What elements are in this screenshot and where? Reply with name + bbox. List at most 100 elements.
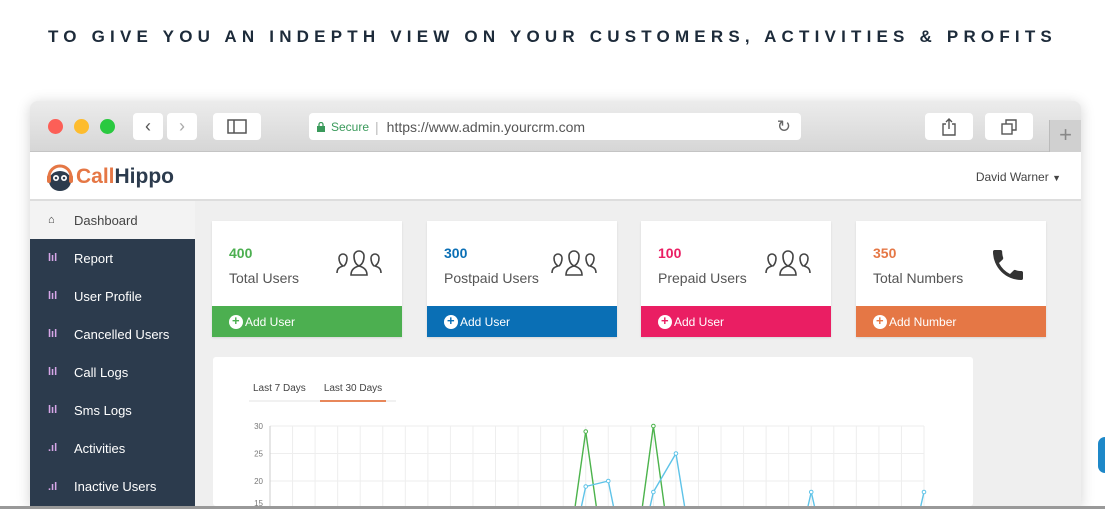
- sidebar-item-label: Activities: [74, 440, 126, 456]
- close-window-button[interactable]: [48, 119, 63, 134]
- sidebar-item-label: Dashboard: [74, 212, 138, 228]
- y-tick-label: 15: [254, 499, 263, 506]
- data-point: [673, 451, 679, 456]
- tab-last-7-days[interactable]: Last 7 Days: [253, 383, 306, 394]
- new-tab-button[interactable]: +: [1049, 120, 1081, 152]
- add-number-button[interactable]: Add Number: [856, 306, 1046, 337]
- phone-icon: [988, 245, 1028, 290]
- signal-icon: .ıl: [48, 442, 58, 454]
- stat-value: 100: [658, 245, 682, 261]
- url-text: https://www.admin.yourcrm.com: [386, 118, 586, 135]
- browser-window: ‹ › Secure | https://www.admin.yourcrm.c…: [30, 101, 1081, 506]
- tagline: TO GIVE YOU AN INDEPTH VIEW ON YOUR CUST…: [48, 27, 1057, 46]
- callhippo-logo[interactable]: Call Hippo: [44, 161, 174, 193]
- app-header: Call Hippo David Warner ▼: [30, 152, 1081, 201]
- signal-icon: .ıl: [48, 480, 58, 493]
- sidebar-item-inactive-users[interactable]: .ıl Inactive Users: [30, 467, 195, 506]
- chart-panel: Last 7 Days Last 30 Days 30 25 20 15: [213, 357, 973, 506]
- stat-label: Total Users: [229, 270, 300, 286]
- plus-circle-icon: [229, 313, 243, 329]
- series-line-segment: [585, 480, 609, 488]
- share-button[interactable]: [925, 113, 973, 140]
- y-tick-label: 25: [254, 450, 263, 459]
- y-tick-label: 20: [254, 477, 263, 486]
- sidebar: ⌂ Dashboard lıl Report lıl User Profile lıl…: [30, 201, 195, 506]
- sidebar-item-call-logs[interactable]: lıl Call Logs: [30, 353, 195, 391]
- stat-card: 400 Total Users Add User: [212, 221, 402, 337]
- stat-label: Prepaid Users: [658, 270, 747, 286]
- sidebar-item-label: Cancelled Users: [74, 326, 170, 342]
- bar-chart-icon: lıl: [48, 404, 58, 416]
- action-label: Add User: [460, 314, 511, 329]
- plus-circle-icon: [658, 313, 672, 329]
- users-icon: [549, 245, 599, 284]
- users-icon: [763, 245, 813, 284]
- lock-icon: [317, 121, 325, 132]
- bar-chart-icon: lıl: [48, 290, 58, 302]
- sidebar-item-label: User Profile: [74, 288, 142, 304]
- series-line-segment: [652, 453, 677, 493]
- sidebar-item-user-profile[interactable]: lıl User Profile: [30, 277, 195, 315]
- stat-card: 100 Prepaid Users Add User: [641, 221, 831, 337]
- forward-button[interactable]: ›: [167, 113, 197, 140]
- minimize-window-button[interactable]: [74, 119, 89, 134]
- add-user-button[interactable]: Add User: [212, 306, 402, 337]
- stat-value: 350: [873, 245, 897, 261]
- plus-circle-icon: [444, 313, 458, 329]
- action-label: Add User: [245, 314, 296, 329]
- series-line-segment: [675, 453, 686, 506]
- series-line-segment: [641, 425, 655, 506]
- data-point: [651, 489, 656, 495]
- data-point: [921, 489, 927, 495]
- user-name: David Warner: [975, 170, 1049, 184]
- stat-card: 300 Postpaid Users Add User: [427, 221, 617, 337]
- tab-last-30-days[interactable]: Last 30 Days: [319, 377, 387, 402]
- series-line-segment: [649, 491, 655, 506]
- sidebar-toggle-button[interactable]: [213, 113, 261, 140]
- data-point: [651, 423, 656, 429]
- plus-circle-icon: [873, 313, 887, 329]
- tabs-button[interactable]: [985, 113, 1033, 140]
- bar-chart-icon: lıl: [48, 252, 58, 264]
- reload-icon[interactable]: ↻: [776, 116, 791, 136]
- share-icon: [942, 117, 956, 136]
- maximize-window-button[interactable]: [100, 119, 115, 134]
- series-line-segment: [920, 491, 925, 506]
- y-tick-label: 30: [254, 422, 263, 431]
- stat-value: 300: [444, 245, 468, 261]
- sidebar-item-cancelled-users[interactable]: lıl Cancelled Users: [30, 315, 195, 353]
- stat-card: 350 Total Numbers Add Number: [856, 221, 1046, 337]
- user-menu[interactable]: David Warner ▼: [976, 170, 1061, 184]
- hippo-logo-icon: [47, 164, 73, 191]
- series-line-segment: [580, 486, 587, 506]
- logo-text-hippo: Hippo: [114, 165, 174, 188]
- bar-chart-icon: lıl: [48, 366, 58, 378]
- logo-text-call: Call: [76, 165, 115, 188]
- sidebar-item-sms-logs[interactable]: lıl Sms Logs: [30, 391, 195, 429]
- sidebar-item-activities[interactable]: .ıl Activities: [30, 429, 195, 467]
- series-line-segment: [652, 425, 666, 506]
- chart-tabs: Last 7 Days Last 30 Days: [249, 377, 397, 402]
- line-chart: 30 25 20 15: [254, 422, 927, 506]
- chat-widget-button[interactable]: [1098, 437, 1105, 473]
- stat-label: Postpaid Users: [444, 270, 539, 286]
- sidebar-item-label: Report: [74, 250, 114, 266]
- add-user-button[interactable]: Add User: [427, 306, 617, 337]
- add-user-button[interactable]: Add User: [641, 306, 831, 337]
- data-point: [605, 478, 611, 484]
- stat-label: Total Numbers: [873, 270, 964, 286]
- divider: [0, 506, 1105, 509]
- series-line-segment: [807, 491, 812, 506]
- sidebar-icon: [227, 119, 247, 134]
- stat-value: 400: [229, 245, 253, 261]
- caret-down-icon: ▼: [1052, 173, 1061, 183]
- url-separator: |: [375, 118, 379, 135]
- action-label: Add Number: [889, 314, 957, 329]
- browser-toolbar: ‹ › Secure | https://www.admin.yourcrm.c…: [30, 101, 1081, 152]
- users-icon: [334, 245, 384, 284]
- address-bar[interactable]: Secure | https://www.admin.yourcrm.com ↻: [309, 113, 801, 140]
- sidebar-item-label: Call Logs: [74, 364, 129, 380]
- back-button[interactable]: ‹: [133, 113, 163, 140]
- sidebar-item-report[interactable]: lıl Report: [30, 239, 195, 277]
- sidebar-item-dashboard[interactable]: ⌂ Dashboard: [30, 201, 195, 239]
